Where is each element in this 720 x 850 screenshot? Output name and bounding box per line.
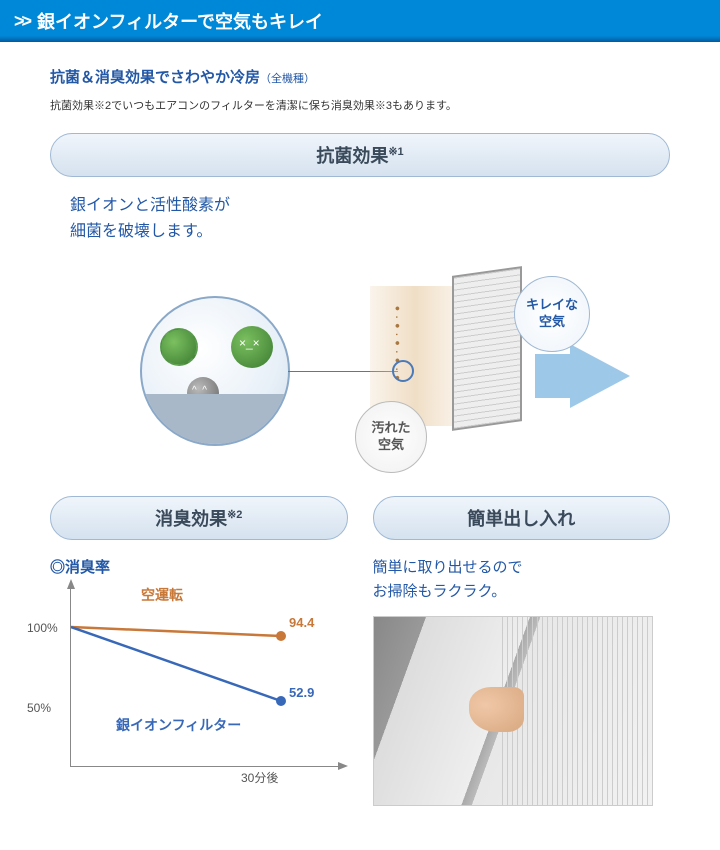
subtitle-small: （全機種） [260, 73, 315, 85]
header-bar: >> 銀イオンフィルターで空気もキレイ [0, 0, 720, 42]
section3-line2: お掃除もラクラク。 [373, 580, 671, 604]
deodor-chart: 100% 50% 空運転 銀イオンフィルター 94.4 52.9 30分後 [70, 587, 340, 767]
pill-sup: ※1 [388, 146, 403, 158]
series1-label: 空運転 [141, 585, 183, 605]
section3-pill: 簡単出し入れ [373, 496, 671, 540]
description: 抗菌効果※2でいつもエアコンのフィルターを清潔に保ち消臭効果※3もあります。 [50, 97, 670, 113]
photo-grid [502, 617, 652, 805]
section1-pill: 抗菌効果※1 [50, 133, 670, 177]
filter-photo [373, 616, 653, 806]
clean-air-label: キレイな 空気 [514, 276, 590, 352]
pill-text: 簡単出し入れ [467, 509, 575, 529]
filter-diagram: 汚れた 空気 キレイな 空気 [100, 256, 620, 476]
series2-label: 銀イオンフィルター [116, 715, 241, 735]
easy-column: 簡単出し入れ 簡単に取り出せるので お掃除もラクラク。 [373, 496, 671, 806]
bottom-row: 消臭効果※2 ◎消臭率 100% 50% 空運転 銀イオンフィルター 94.4 … [50, 496, 670, 806]
y-tick: 50% [27, 701, 51, 715]
section1-line2: 細菌を破壊します。 [70, 219, 670, 245]
chevron-icon: >> [14, 11, 29, 32]
series1-value: 94.4 [289, 615, 314, 630]
pill-sup: ※2 [227, 509, 242, 521]
header-title: 銀イオンフィルターで空気もキレイ [37, 8, 323, 34]
filter-grid-icon [452, 266, 522, 431]
chart-svg [71, 587, 341, 767]
series2-value: 52.9 [289, 685, 314, 700]
section1-text: 銀イオンと活性酸素が 細菌を破壊します。 [50, 193, 670, 244]
section1-line1: 銀イオンと活性酸素が [70, 193, 670, 219]
silver-ion-icon [187, 377, 219, 409]
section2-pill: 消臭効果※2 [50, 496, 348, 540]
germ-icon [231, 326, 273, 368]
bacteria-circle [140, 296, 290, 446]
subtitle: 抗菌＆消臭効果でさわやか冷房（全機種） [50, 66, 670, 87]
germ-icon [160, 328, 198, 366]
section3-line1: 簡単に取り出せるので [373, 556, 671, 580]
dirty-air-label: 汚れた 空気 [355, 401, 427, 473]
pill-text: 抗菌効果 [316, 146, 388, 166]
x-label: 30分後 [241, 769, 278, 786]
subtitle-main: 抗菌＆消臭効果でさわやか冷房 [50, 69, 260, 86]
y-tick: 100% [27, 621, 58, 635]
deodorize-column: 消臭効果※2 ◎消臭率 100% 50% 空運転 銀イオンフィルター 94.4 … [50, 496, 348, 806]
pill-text: 消臭効果 [155, 509, 227, 529]
arrow-icon [570, 344, 630, 408]
deodor-rate-label: ◎消臭率 [50, 556, 348, 577]
section3-text: 簡単に取り出せるので お掃除もラクラク。 [373, 556, 671, 604]
content-area: 抗菌＆消臭効果でさわやか冷房（全機種） 抗菌効果※2でいつもエアコンのフィルター… [0, 42, 720, 830]
